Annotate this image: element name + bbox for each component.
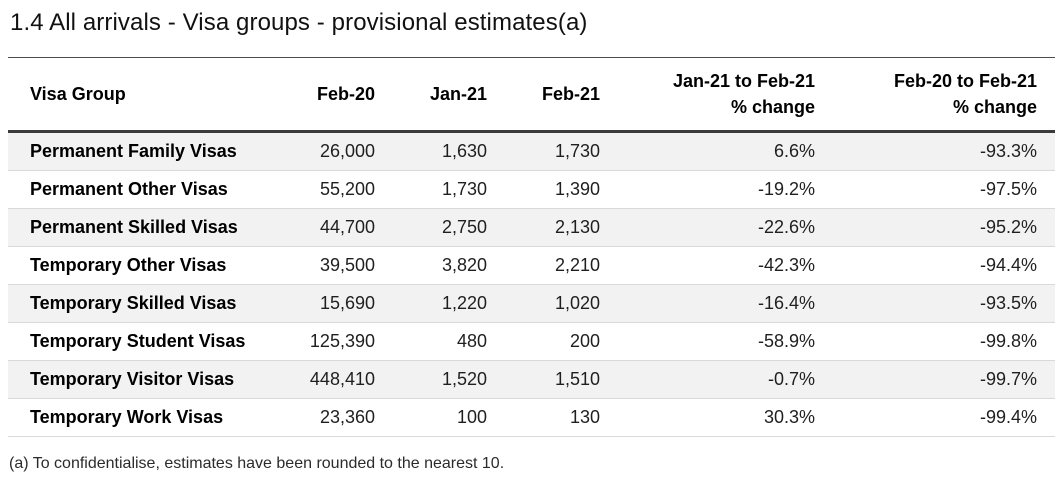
value-cell: -95.2% bbox=[833, 208, 1055, 247]
row-label-cell: Temporary Work Visas bbox=[8, 398, 258, 437]
value-cell: -22.6% bbox=[618, 208, 833, 247]
value-cell: -93.3% bbox=[833, 131, 1055, 171]
value-cell: 1,630 bbox=[393, 131, 505, 171]
table-row: Temporary Visitor Visas 448,410 1,520 1,… bbox=[8, 360, 1055, 399]
value-cell: 23,360 bbox=[258, 398, 393, 437]
value-cell: 15,690 bbox=[258, 284, 393, 323]
value-cell: 26,000 bbox=[258, 131, 393, 171]
row-label-cell: Temporary Other Visas bbox=[8, 246, 258, 285]
value-cell: -16.4% bbox=[618, 284, 833, 323]
value-cell: 130 bbox=[505, 398, 618, 437]
value-cell: 2,210 bbox=[505, 246, 618, 285]
value-cell: -58.9% bbox=[618, 322, 833, 361]
value-cell: 30.3% bbox=[618, 398, 833, 437]
table-header-row: Visa Group Feb-20 Jan-21 Feb-21 Jan-21 t… bbox=[8, 57, 1055, 133]
header-line-pct-change: % change bbox=[730, 97, 815, 117]
header-line-period: Feb-20 to Feb-21 bbox=[893, 71, 1037, 91]
value-cell: 480 bbox=[393, 322, 505, 361]
column-header-visa-group: Visa Group bbox=[8, 57, 258, 133]
column-header-feb-20: Feb-20 bbox=[258, 57, 393, 133]
value-cell: -0.7% bbox=[618, 360, 833, 399]
value-cell: -99.8% bbox=[833, 322, 1055, 361]
row-label-cell: Permanent Skilled Visas bbox=[8, 208, 258, 247]
table-row: Permanent Family Visas 26,000 1,630 1,73… bbox=[8, 131, 1055, 171]
value-cell: 55,200 bbox=[258, 170, 393, 209]
column-header-change-jan21-feb21: Jan-21 to Feb-21 % change bbox=[618, 57, 833, 133]
value-cell: 1,730 bbox=[393, 170, 505, 209]
value-cell: 44,700 bbox=[258, 208, 393, 247]
row-label-cell: Temporary Visitor Visas bbox=[8, 360, 258, 399]
value-cell: 1,020 bbox=[505, 284, 618, 323]
table-row: Temporary Other Visas 39,500 3,820 2,210… bbox=[8, 246, 1055, 285]
value-cell: -93.5% bbox=[833, 284, 1055, 323]
value-cell: -99.4% bbox=[833, 398, 1055, 437]
table-row: Permanent Skilled Visas 44,700 2,750 2,1… bbox=[8, 208, 1055, 247]
table-row: Permanent Other Visas 55,200 1,730 1,390… bbox=[8, 170, 1055, 209]
value-cell: 1,510 bbox=[505, 360, 618, 399]
value-cell: 200 bbox=[505, 322, 618, 361]
value-cell: 39,500 bbox=[258, 246, 393, 285]
value-cell: 1,520 bbox=[393, 360, 505, 399]
column-header-feb-21: Feb-21 bbox=[505, 57, 618, 133]
row-label-cell: Temporary Student Visas bbox=[8, 322, 258, 361]
value-cell: 1,730 bbox=[505, 131, 618, 171]
visa-arrivals-table: Visa Group Feb-20 Jan-21 Feb-21 Jan-21 t… bbox=[8, 57, 1055, 437]
value-cell: -19.2% bbox=[618, 170, 833, 209]
value-cell: 6.6% bbox=[618, 131, 833, 171]
row-label-cell: Temporary Skilled Visas bbox=[8, 284, 258, 323]
value-cell: -99.7% bbox=[833, 360, 1055, 399]
value-cell: -42.3% bbox=[618, 246, 833, 285]
table-footnote: (a) To confidentialise, estimates have b… bbox=[9, 455, 505, 472]
row-label-cell: Permanent Family Visas bbox=[8, 131, 258, 171]
value-cell: 100 bbox=[393, 398, 505, 437]
table-row: Temporary Skilled Visas 15,690 1,220 1,0… bbox=[8, 284, 1055, 323]
header-line-period: Jan-21 to Feb-21 bbox=[672, 71, 815, 91]
value-cell: 3,820 bbox=[393, 246, 505, 285]
table-row: Temporary Work Visas 23,360 100 130 30.3… bbox=[8, 398, 1055, 437]
table-row: Temporary Student Visas 125,390 480 200 … bbox=[8, 322, 1055, 361]
value-cell: 448,410 bbox=[258, 360, 393, 399]
value-cell: 2,750 bbox=[393, 208, 505, 247]
page-title: 1.4 All arrivals - Visa groups - provisi… bbox=[10, 9, 588, 36]
value-cell: 125,390 bbox=[258, 322, 393, 361]
column-header-jan-21: Jan-21 bbox=[393, 57, 505, 133]
column-header-change-feb20-feb21: Feb-20 to Feb-21 % change bbox=[833, 57, 1055, 133]
value-cell: 1,220 bbox=[393, 284, 505, 323]
value-cell: 1,390 bbox=[505, 170, 618, 209]
value-cell: -94.4% bbox=[833, 246, 1055, 285]
row-label-cell: Permanent Other Visas bbox=[8, 170, 258, 209]
header-line-pct-change: % change bbox=[952, 97, 1037, 117]
value-cell: 2,130 bbox=[505, 208, 618, 247]
value-cell: -97.5% bbox=[833, 170, 1055, 209]
